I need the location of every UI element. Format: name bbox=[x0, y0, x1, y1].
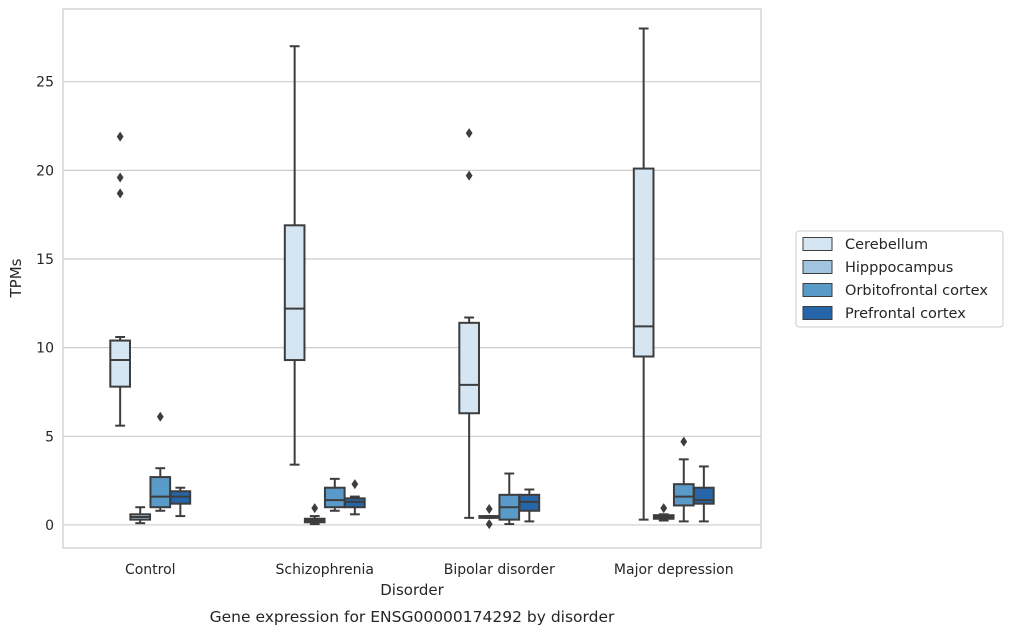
box-3-1 bbox=[652, 503, 675, 522]
outlier-0 bbox=[311, 503, 319, 514]
legend: Cerebellum Hipppocampus Orbitofrontal cort… bbox=[795, 230, 1004, 328]
plot-area bbox=[62, 8, 762, 549]
x-axis-ticks: Control Schizophrenia Bipolar disorder Majo… bbox=[125, 562, 734, 578]
outlier-1 bbox=[465, 128, 473, 139]
box-3-0 bbox=[632, 27, 655, 521]
y-tick-label-15: 15 bbox=[36, 252, 54, 268]
box-1-3 bbox=[344, 479, 366, 516]
y-tick-label-5: 5 bbox=[45, 429, 54, 445]
outlier-0 bbox=[465, 170, 473, 181]
box-0-0 bbox=[109, 131, 131, 427]
outlier-2 bbox=[116, 131, 124, 142]
box-2-2 bbox=[498, 472, 521, 526]
outlier-1 bbox=[116, 172, 124, 183]
box-body bbox=[283, 224, 306, 362]
boxes-layer bbox=[109, 27, 715, 530]
outlier-0 bbox=[156, 411, 164, 422]
legend-label-0: Cerebellum bbox=[845, 237, 928, 253]
legend-label-3: Prefrontal cortex bbox=[845, 306, 966, 322]
y-axis-label: TPMs bbox=[7, 258, 25, 298]
gridlines bbox=[63, 81, 761, 526]
box-2-3 bbox=[518, 488, 541, 523]
box-body bbox=[672, 483, 695, 507]
legend-label-1: Hipppocampus bbox=[845, 260, 953, 276]
box-body bbox=[632, 167, 655, 358]
box-0-2 bbox=[149, 411, 172, 512]
box-1-1 bbox=[303, 503, 326, 526]
y-tick-label-0: 0 bbox=[45, 518, 54, 534]
outlier-0 bbox=[485, 503, 493, 514]
box-0-3 bbox=[169, 486, 192, 518]
box-body bbox=[693, 486, 715, 505]
x-axis-label: Disorder bbox=[380, 581, 444, 599]
legend-frame bbox=[795, 230, 1004, 328]
box-2-0 bbox=[458, 128, 480, 519]
legend-swatch-3 bbox=[802, 306, 833, 320]
x-tick-label-2: Bipolar disorder bbox=[444, 562, 555, 578]
outlier-0 bbox=[680, 436, 688, 447]
box-1-0 bbox=[283, 45, 306, 466]
x-tick-label-3: Major depression bbox=[614, 562, 734, 578]
outlier-0 bbox=[351, 479, 359, 490]
legend-swatch-0 bbox=[802, 237, 833, 251]
legend-swatch-1 bbox=[802, 260, 833, 274]
box-body bbox=[458, 321, 480, 415]
y-axis-ticks: 0 5 10 15 20 25 bbox=[36, 75, 54, 534]
box-3-3 bbox=[693, 465, 715, 523]
box-body bbox=[109, 339, 131, 388]
chart-caption: Gene expression for ENSG00000174292 by d… bbox=[210, 608, 615, 626]
box-body bbox=[323, 486, 346, 509]
legend-swatch-2 bbox=[802, 283, 833, 297]
y-tick-label-25: 25 bbox=[36, 75, 54, 91]
y-tick-label-20: 20 bbox=[36, 163, 54, 179]
outlier-1 bbox=[485, 519, 493, 530]
outlier-0 bbox=[116, 188, 124, 199]
box-3-2 bbox=[672, 436, 695, 523]
y-tick-label-10: 10 bbox=[36, 341, 54, 357]
legend-label-2: Orbitofrontal cortex bbox=[845, 283, 988, 299]
x-tick-label-0: Control bbox=[125, 562, 176, 578]
outlier-0 bbox=[660, 503, 668, 514]
box-body bbox=[149, 476, 172, 509]
x-tick-label-1: Schizophrenia bbox=[276, 562, 374, 578]
box-1-2 bbox=[323, 477, 346, 512]
box-0-1 bbox=[129, 506, 152, 525]
